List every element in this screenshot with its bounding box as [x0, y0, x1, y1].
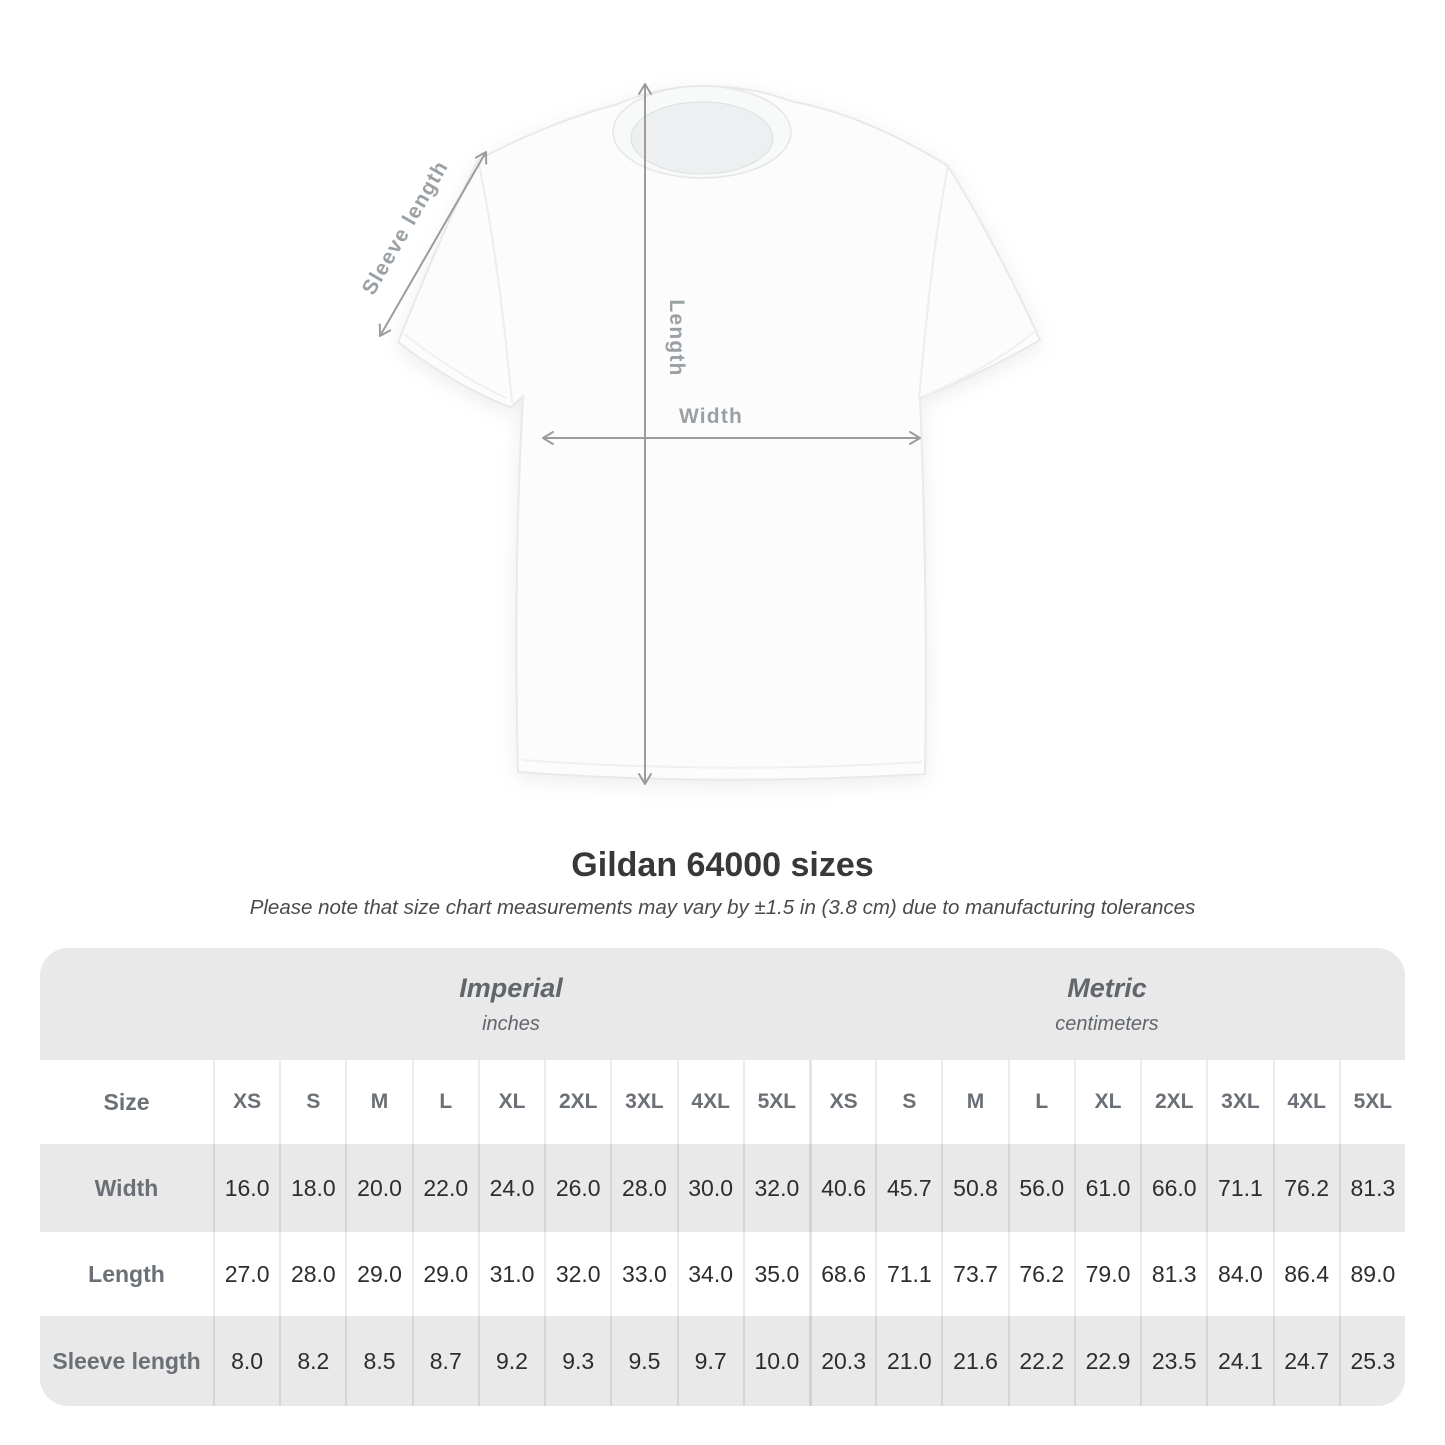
table-cell: 68.6	[808, 1232, 876, 1316]
table-cell: 20.0	[345, 1144, 412, 1232]
size-col-header: L	[1007, 1060, 1074, 1144]
table-cell: 28.0	[279, 1232, 346, 1316]
page-title: Gildan 64000 sizes	[571, 846, 874, 884]
table-cell: 9.7	[676, 1316, 743, 1406]
table-cell: 84.0	[1206, 1232, 1273, 1316]
table-cell: 86.4	[1272, 1232, 1339, 1316]
table-cell: 16.0	[213, 1144, 280, 1232]
table-cell: 9.3	[544, 1316, 611, 1406]
table-cell: 35.0	[742, 1232, 809, 1316]
size-col-header: XS	[808, 1060, 876, 1144]
table-cell: 22.2	[1007, 1316, 1074, 1406]
row-label: Length	[40, 1232, 213, 1316]
table-cell: 32.0	[544, 1232, 611, 1316]
table-cell: 18.0	[279, 1144, 346, 1232]
table-cell: 73.7	[941, 1232, 1008, 1316]
table-cell: 56.0	[1007, 1144, 1074, 1232]
table-cell: 29.0	[345, 1232, 412, 1316]
table-cell: 29.0	[411, 1232, 478, 1316]
table-cell: 10.0	[742, 1316, 809, 1406]
table-cell: 23.5	[1140, 1316, 1207, 1406]
imperial-section-header: Imperial inches	[213, 948, 809, 1060]
size-col-header: 4XL	[676, 1060, 743, 1144]
sleeve-length-arrow	[378, 151, 488, 337]
table-cell: 21.6	[941, 1316, 1008, 1406]
size-col-header: 2XL	[1140, 1060, 1207, 1144]
size-col-header: 3XL	[610, 1060, 677, 1144]
table-cell: 89.0	[1338, 1232, 1405, 1316]
table-cell: 34.0	[676, 1232, 743, 1316]
table-cell: 71.1	[875, 1232, 942, 1316]
table-corner-spacer	[40, 948, 213, 1060]
table-cell: 24.7	[1272, 1316, 1339, 1406]
table-cell: 61.0	[1073, 1144, 1141, 1232]
table-cell: 28.0	[610, 1144, 677, 1232]
table-cell: 66.0	[1140, 1144, 1207, 1232]
size-col-header: 4XL	[1272, 1060, 1339, 1144]
table-cell: 24.0	[477, 1144, 545, 1232]
table-cell: 8.2	[279, 1316, 346, 1406]
table-cell: 8.5	[345, 1316, 412, 1406]
metric-unit: centimeters	[1055, 1012, 1159, 1035]
table-cell: 26.0	[544, 1144, 611, 1232]
table-cell: 76.2	[1007, 1232, 1074, 1316]
size-col-header: S	[875, 1060, 942, 1144]
table-cell: 30.0	[676, 1144, 743, 1232]
table-cell: 71.1	[1206, 1144, 1273, 1232]
size-col-header: 2XL	[544, 1060, 611, 1144]
table-cell: 8.7	[411, 1316, 478, 1406]
table-cell: 31.0	[477, 1232, 545, 1316]
table-cell: 21.0	[875, 1316, 942, 1406]
table-cell: 33.0	[610, 1232, 677, 1316]
length-arrow-label: Length	[665, 299, 688, 376]
imperial-title: Imperial	[459, 972, 563, 1003]
table-cell: 76.2	[1272, 1144, 1339, 1232]
table-cell: 45.7	[875, 1144, 942, 1232]
size-row-label: Size	[40, 1060, 213, 1144]
table-cell: 81.3	[1338, 1144, 1405, 1232]
size-col-header: 5XL	[1338, 1060, 1405, 1144]
size-table: Imperial inches Metric centimeters Size X…	[40, 948, 1405, 1406]
imperial-unit: inches	[482, 1012, 540, 1035]
size-col-header: M	[941, 1060, 1008, 1144]
row-label: Width	[40, 1144, 213, 1232]
table-cell: 81.3	[1140, 1232, 1207, 1316]
table-cell: 24.1	[1206, 1316, 1273, 1406]
size-col-header: 5XL	[742, 1060, 809, 1144]
table-cell: 25.3	[1338, 1316, 1405, 1406]
table-cell: 40.6	[808, 1144, 876, 1232]
table-cell: 50.8	[941, 1144, 1008, 1232]
size-col-header: 3XL	[1206, 1060, 1273, 1144]
collar-inner	[630, 101, 774, 175]
size-col-header: L	[411, 1060, 478, 1144]
table-cell: 8.0	[213, 1316, 280, 1406]
table-cell: 22.0	[411, 1144, 478, 1232]
table-cell: 20.3	[808, 1316, 876, 1406]
table-cell: 79.0	[1073, 1232, 1141, 1316]
size-col-header: XL	[1073, 1060, 1141, 1144]
size-col-header: S	[279, 1060, 346, 1144]
table-cell: 22.9	[1073, 1316, 1141, 1406]
metric-title: Metric	[1067, 972, 1147, 1003]
table-cell: 27.0	[213, 1232, 280, 1316]
tshirt-image	[396, 84, 1042, 781]
size-col-header: XS	[213, 1060, 280, 1144]
size-col-header: M	[345, 1060, 412, 1144]
width-arrow-label: Width	[679, 405, 743, 428]
table-cell: 9.5	[610, 1316, 677, 1406]
table-cell: 9.2	[477, 1316, 545, 1406]
table-cell: 32.0	[742, 1144, 809, 1232]
tshirt-figure: Sleeve length Length Width	[358, 83, 1042, 785]
page-subtitle: Please note that size chart measurements…	[249, 896, 1196, 919]
metric-section-header: Metric centimeters	[809, 948, 1405, 1060]
row-label: Sleeve length	[40, 1316, 213, 1406]
size-col-header: XL	[477, 1060, 545, 1144]
